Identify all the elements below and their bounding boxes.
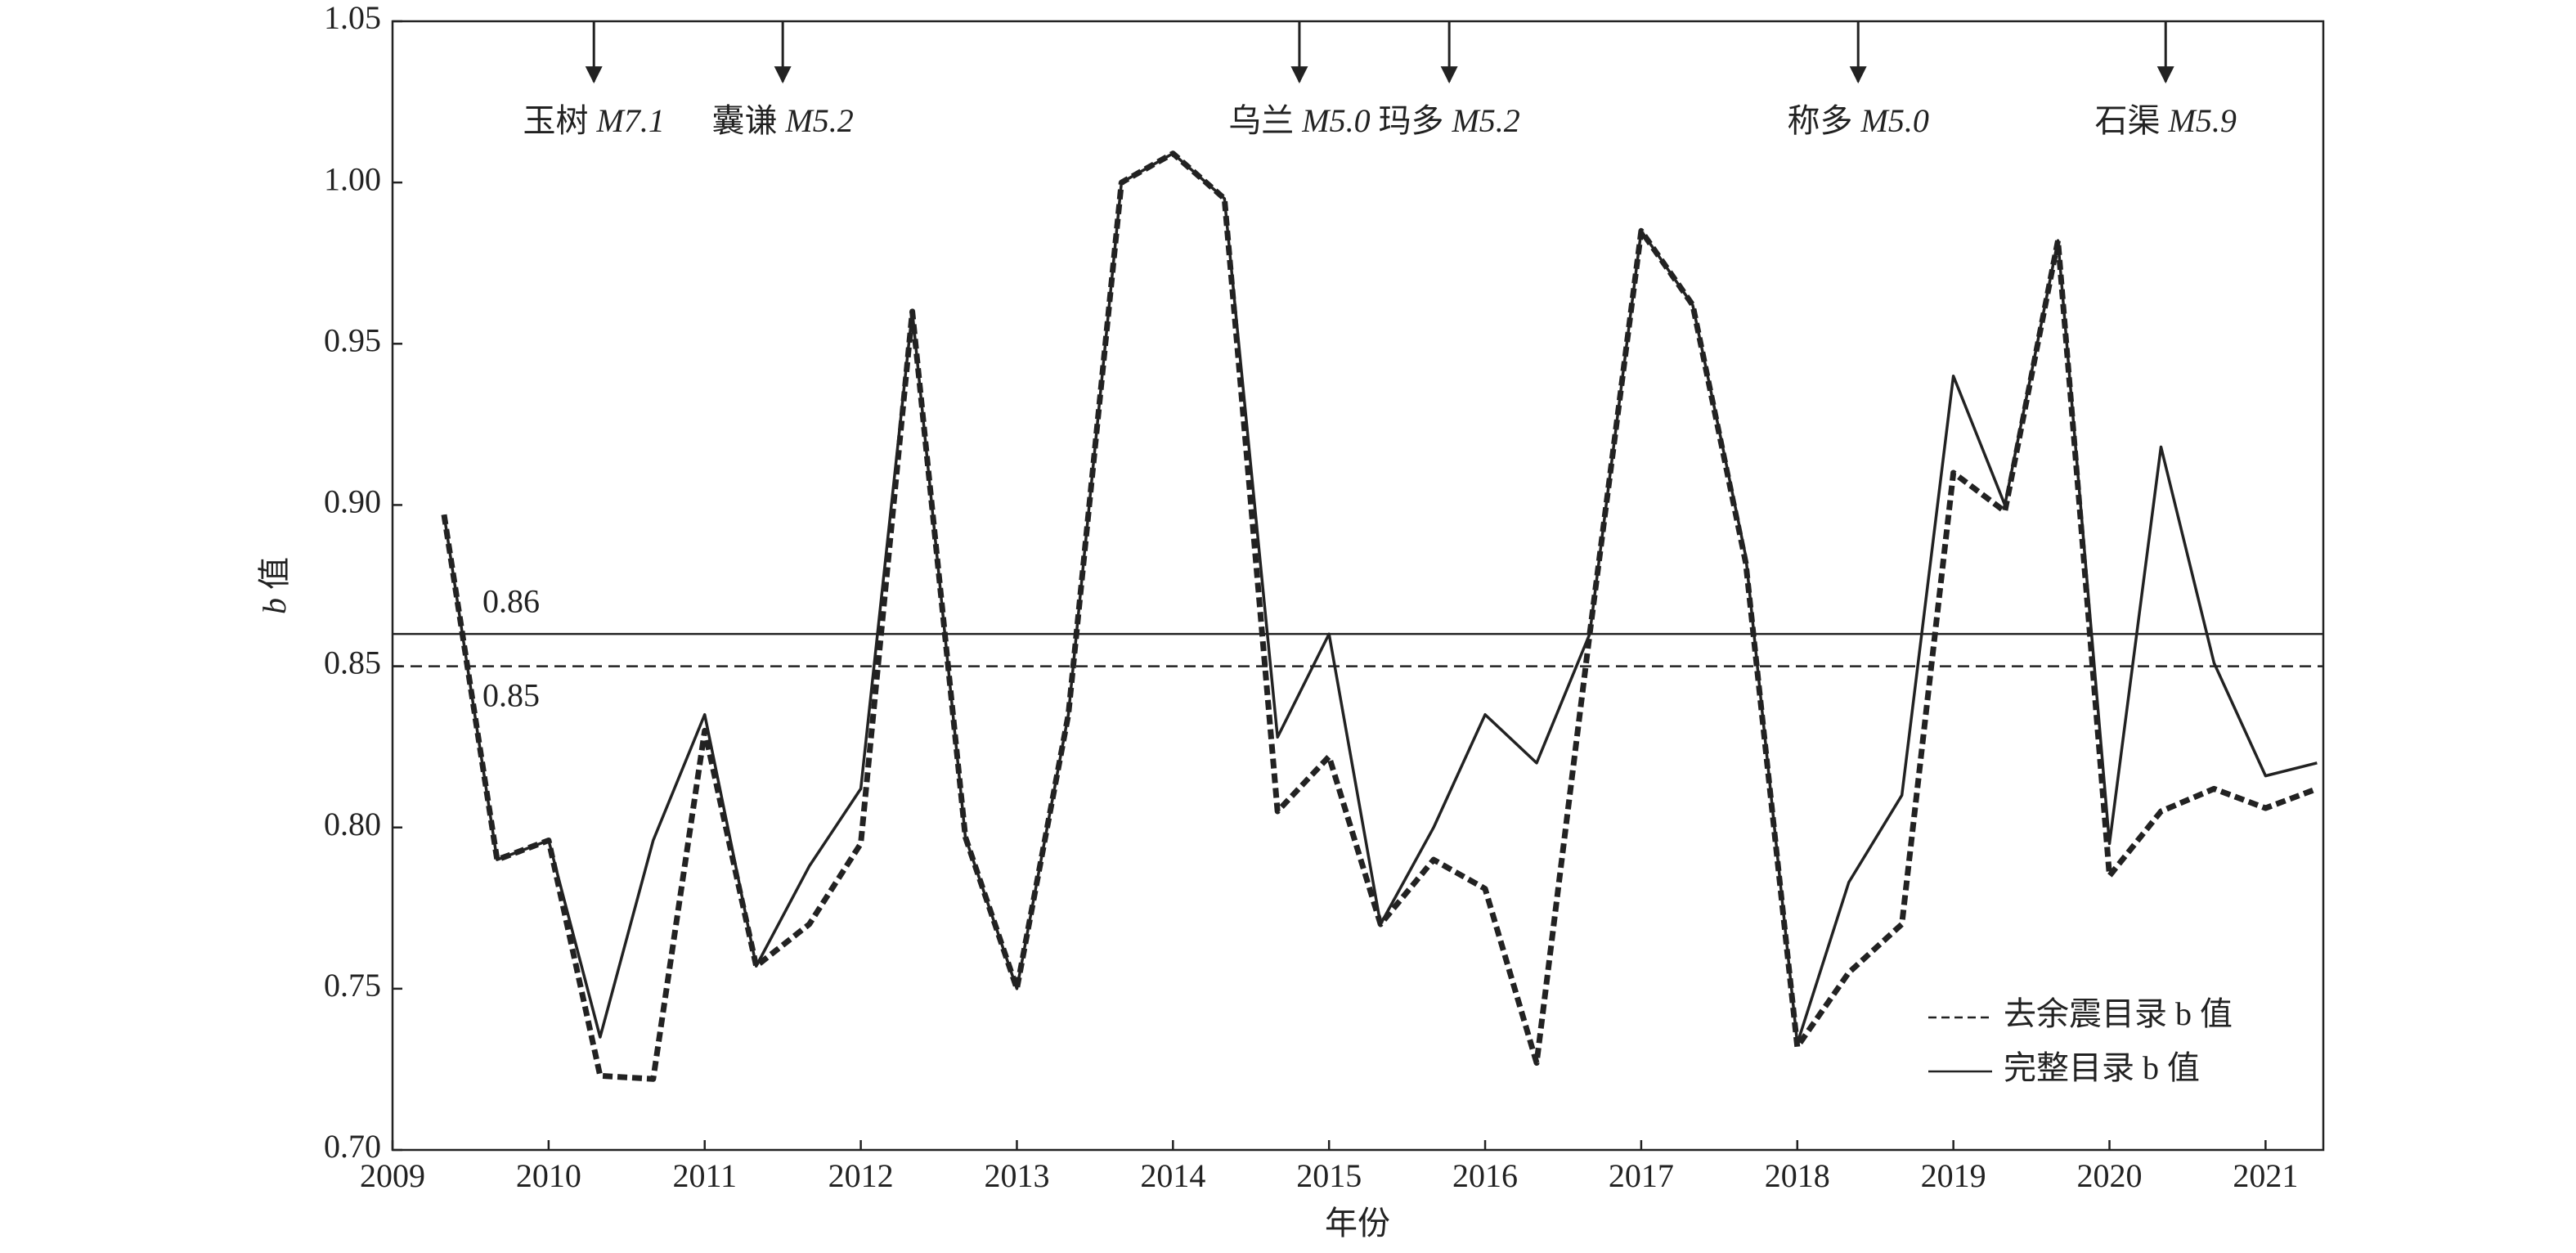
- event-magnitude: M5.0: [1301, 102, 1370, 139]
- event-magnitude: M5.0: [1860, 102, 1929, 139]
- y-tick-label: 1.00: [324, 160, 381, 197]
- event-label: 玛多 M5.2: [1378, 102, 1519, 139]
- legend-label: 完整目录 b 值: [2004, 1049, 2200, 1086]
- x-tick-label: 2019: [1921, 1157, 1986, 1194]
- event-place: 玛多: [1378, 102, 1443, 139]
- plot-frame: [391, 20, 2325, 1152]
- x-tick-label: 2014: [1140, 1157, 1205, 1194]
- x-tick-label: 2009: [360, 1157, 425, 1194]
- y-axis-label: b值: [256, 557, 293, 614]
- event-place: 囊谦: [711, 102, 777, 139]
- x-axis-label: 年份: [1325, 1205, 1390, 1242]
- event-label: 乌兰 M5.0: [1228, 102, 1370, 139]
- y-tick-label: 0.95: [324, 321, 381, 358]
- y-label-unit: 值: [256, 557, 293, 590]
- x-tick-label: 2020: [2077, 1157, 2143, 1194]
- legend-label: 去余震目录 b 值: [2004, 995, 2233, 1032]
- reference-label: 0.86: [482, 582, 540, 619]
- event-label: 囊谦 M5.2: [711, 102, 853, 139]
- event-place: 石渠: [2095, 102, 2161, 139]
- event-place: 称多: [1788, 102, 1853, 139]
- x-tick-label: 2015: [1296, 1157, 1362, 1194]
- y-tick-label: 0.70: [324, 1128, 381, 1165]
- event-magnitude: M5.2: [784, 102, 853, 139]
- event-place: 乌兰: [1228, 102, 1294, 139]
- x-tick-label: 2016: [1452, 1157, 1518, 1194]
- x-tick-label: 2012: [828, 1157, 894, 1194]
- event-magnitude: M5.9: [2168, 102, 2237, 139]
- y-tick-label: 0.85: [324, 644, 381, 681]
- x-tick-label: 2021: [2233, 1157, 2298, 1194]
- series-line: [442, 151, 2318, 1045]
- y-label-var: b: [256, 598, 293, 614]
- x-tick-label: 2011: [672, 1157, 737, 1194]
- event-place: 玉树: [523, 102, 589, 139]
- x-tick-label: 2017: [1609, 1157, 1674, 1194]
- y-tick-label: 0.80: [324, 806, 381, 842]
- event-magnitude: M7.1: [596, 102, 665, 139]
- reference-label: 0.85: [482, 677, 540, 714]
- series-line: [441, 150, 2318, 1082]
- x-tick-label: 2018: [1765, 1157, 1830, 1194]
- event-label: 称多 M5.0: [1788, 102, 1929, 139]
- x-tick-label: 2013: [984, 1157, 1049, 1194]
- x-tick-label: 2010: [516, 1157, 581, 1194]
- event-label: 石渠 M5.9: [2095, 102, 2237, 139]
- y-tick-label: 0.75: [324, 967, 381, 1004]
- event-magnitude: M5.2: [1451, 102, 1519, 139]
- event-label: 玉树 M7.1: [523, 102, 665, 139]
- y-tick-label: 0.90: [324, 483, 381, 520]
- y-tick-label: 1.05: [324, 0, 381, 36]
